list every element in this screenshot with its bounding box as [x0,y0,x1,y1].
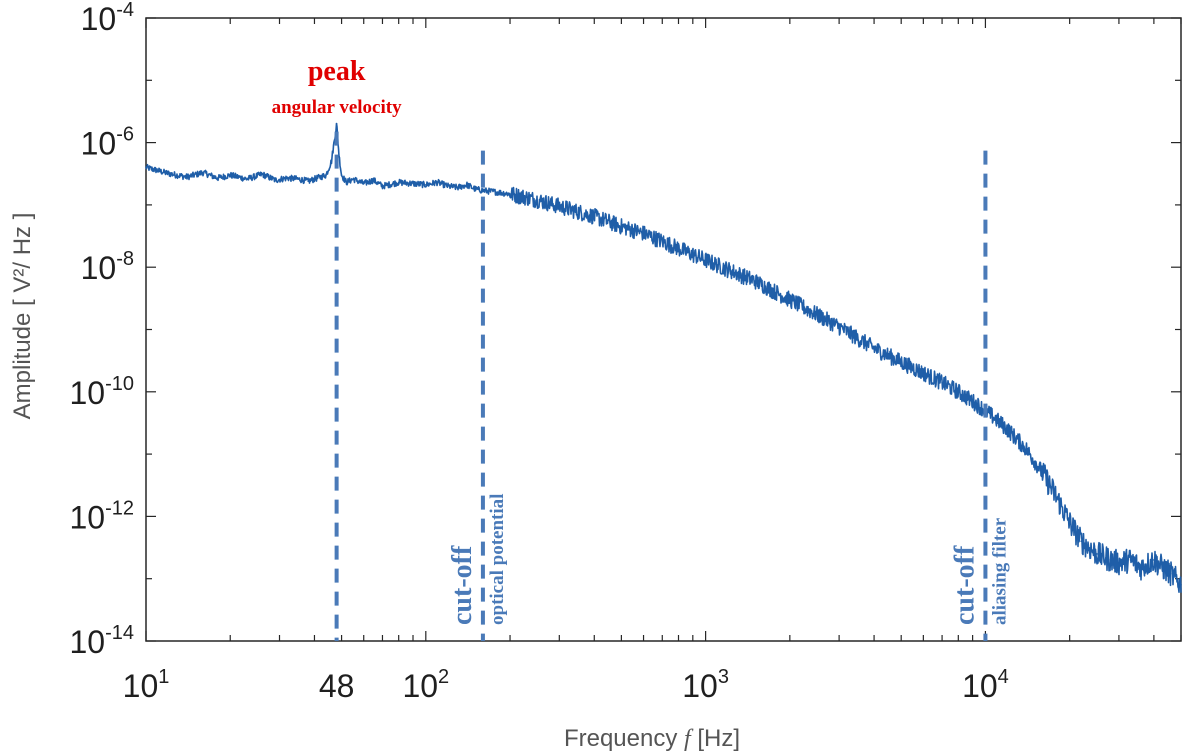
data-point [325,174,327,176]
annotations: cut-off optical potential cut-off aliasing … [272,56,1010,641]
annotation-label-small: optical potential [487,494,508,625]
data-point [1025,448,1028,451]
data-point [1170,573,1172,575]
data-point [1161,566,1164,569]
data-point [642,232,645,235]
peak-subtitle: angular velocity [272,97,403,118]
x-tick-label: 104 [962,666,1009,704]
y-tick-label: 10-4 [81,0,134,37]
data-point [436,181,439,184]
data-point [1080,540,1082,542]
data-point [362,182,365,185]
y-tick-label: 10-12 [70,497,135,535]
data-point [754,280,756,282]
data-point [1068,521,1071,524]
data-point [456,186,459,189]
data-point [352,178,355,180]
data-point [1056,496,1058,499]
data-point [536,199,538,201]
data-point [335,123,338,125]
data-series [145,122,1182,594]
annotation-label-big: cut-off [949,545,980,625]
data-point [509,193,511,195]
data-point [216,177,219,179]
y-tick-label: 10-14 [70,622,135,660]
data-point [704,259,707,261]
data-point [412,182,414,185]
x-axis-title: Frequency f [Hz] [564,725,740,752]
y-tick-label: 10-10 [70,373,135,411]
data-point [333,141,335,144]
data-point [971,400,974,403]
series-line [145,122,1182,594]
data-point [474,188,476,190]
data-point [922,372,925,374]
annotation-label-big: cut-off [447,545,478,625]
data-point [1041,472,1044,474]
data-point [297,178,300,180]
data-point [261,173,263,176]
data-point [338,155,340,158]
data-point [1109,559,1112,561]
data-point [246,178,248,180]
data-point [202,171,204,174]
data-point [593,215,596,218]
data-point [482,189,484,192]
x-tick-label: 48 [319,668,355,704]
data-point [145,166,147,169]
data-point [620,225,623,228]
data-point [465,184,468,186]
data-point [1006,428,1009,431]
data-point [1096,553,1098,555]
peak-title: peak [308,56,366,87]
data-point [286,177,289,179]
data-point [167,172,169,175]
data-point [873,347,875,350]
annotation-label-small: aliasing filter [989,517,1010,625]
tick-labels: 101 48 102 103 104 10-4 10-6 10-8 10-10 10-12 10-1… [70,0,1009,704]
data-point [381,185,384,187]
x-tick-label: 102 [402,666,449,704]
x-tick-label: 101 [123,666,170,704]
y-axis-title: Amplitude [ V²/ Hz ] [9,213,36,420]
data-point [307,180,310,182]
data-point [1153,559,1155,561]
data-point [397,181,400,184]
data-point [1140,566,1142,569]
data-point [996,419,998,422]
data-point [1180,583,1182,586]
data-point [229,174,231,176]
data-point [274,179,277,181]
x-tick-label: 103 [682,666,729,704]
data-point [957,391,960,393]
data-point [900,361,902,363]
y-tick-label: 10-8 [81,248,134,286]
data-point [316,177,319,179]
data-point [425,184,427,186]
data-point [186,176,188,178]
data-point [838,326,840,328]
data-point [661,240,664,243]
data-point [447,185,449,187]
data-point [330,160,333,163]
data-point [340,174,343,176]
data-point [345,181,348,184]
data-point [372,179,375,181]
data-point [1129,559,1132,561]
data-point [789,299,791,301]
data-point [558,205,561,208]
data-point [496,191,499,193]
axis-ticks [145,17,1182,642]
data-point [677,247,680,250]
y-tick-label: 10-6 [81,124,134,162]
data-point [1118,562,1120,564]
data-point [941,381,943,384]
